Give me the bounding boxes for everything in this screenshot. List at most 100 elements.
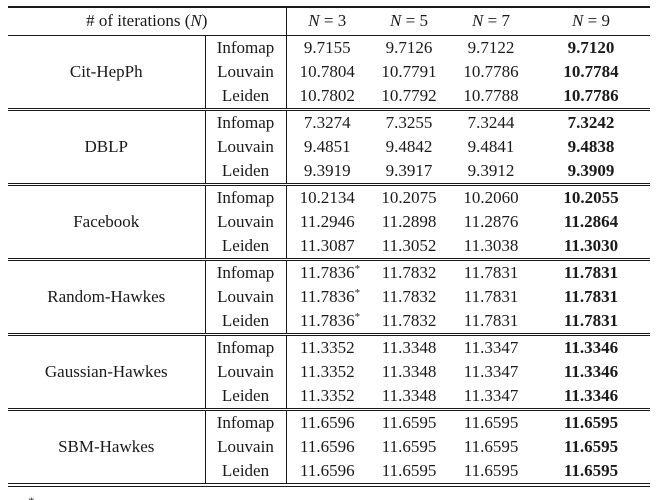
method-label: Infomap	[204, 184, 287, 210]
table-row: Louvain 11.7836* 11.7832 11.7831 11.7831	[8, 284, 650, 309]
value-cell: 11.7831	[463, 286, 519, 306]
value-cell-best: 11.3346	[563, 385, 619, 405]
value-cell: 11.7832	[381, 262, 437, 282]
value-cell-best: 11.7831	[563, 262, 619, 282]
value-cell: 11.3352	[285, 359, 369, 384]
value-cell-best: 7.3242	[567, 112, 615, 132]
method-label: Leiden	[204, 458, 287, 485]
value-cell: 11.6596	[285, 458, 369, 485]
value-cell: 11.6595	[463, 436, 519, 456]
table-row: Gaussian-Hawkes Infomap 11.3352 11.3348 …	[8, 334, 650, 381]
value-cell-best: 11.3346	[563, 337, 619, 357]
column-header-n9: N = 9	[532, 7, 650, 35]
iterations-header-text: # of iterations (	[86, 11, 191, 31]
value-cell-best: 11.7831	[563, 310, 619, 330]
block-random-hawkes: Random-Hawkes Infomap 11.7836* 11.7832 1…	[8, 259, 651, 334]
value-cell: 10.7804	[285, 59, 369, 84]
method-label: Leiden	[204, 83, 287, 109]
method-label: Leiden	[204, 233, 287, 259]
column-header-n3: N = 3	[285, 7, 369, 35]
value-cell-best: 11.3030	[563, 235, 619, 255]
footnote-asterisk-fragment: *	[28, 494, 35, 500]
value-cell: 11.6595	[381, 460, 437, 480]
iterations-header: # of iterations (N)	[8, 7, 286, 35]
value-cell: 11.3347	[463, 385, 519, 405]
value-cell: 11.2876	[463, 211, 519, 231]
value-cell: 10.7792	[381, 85, 437, 105]
value-cell: 11.7831	[463, 262, 519, 282]
method-label: Leiden	[204, 383, 287, 409]
header-var: N	[390, 11, 402, 31]
block-cit-hepph: Cit-HepPh Infomap 9.7155 9.7126 9.7122 9…	[8, 35, 651, 109]
table-row: DBLP Infomap 7.3274 7.3255 7.3244 7.3242	[8, 109, 650, 156]
method-label: Louvain	[204, 209, 287, 234]
value-cell: 11.7836*	[285, 308, 369, 334]
value-cell: 9.4841	[467, 136, 515, 156]
value-cell: 11.7832	[381, 286, 437, 306]
value-cell: 9.4842	[385, 136, 433, 156]
column-header-n5: N = 5	[368, 7, 450, 35]
value-cell: 11.3038	[463, 235, 519, 255]
dataset-label: Random-Hawkes	[47, 286, 166, 306]
dataset-label: DBLP	[84, 136, 128, 156]
table-row: Leiden 10.7802 10.7792 10.7788 10.7786	[8, 83, 650, 109]
value-cell: 10.7786	[463, 61, 519, 81]
value-cell-best: 10.7786	[563, 85, 619, 105]
value-cell: 9.7155	[285, 35, 369, 60]
value-cell: 11.7831	[463, 310, 519, 330]
header-row: # of iterations (N) N = 3 N = 5 N = 7 N …	[8, 7, 650, 35]
value-text: 11.7836	[299, 310, 355, 330]
value-cell: 11.6595	[381, 436, 437, 456]
header-var: N	[472, 11, 484, 31]
table-row: Leiden 11.3352 11.3348 11.3347 11.3346	[8, 383, 650, 409]
dataset-label: Gaussian-Hawkes	[44, 361, 168, 381]
value-cell: 9.7126	[385, 37, 433, 57]
table-row: Random-Hawkes Infomap 11.7836* 11.7832 1…	[8, 259, 650, 306]
value-cell-best: 11.2864	[563, 211, 619, 231]
value-cell-best: 11.6595	[563, 412, 619, 432]
header-eq: = 3	[319, 11, 347, 31]
value-cell: 11.3352	[285, 334, 369, 360]
value-cell: 9.7122	[467, 37, 515, 57]
value-text: 11.7836	[299, 286, 355, 306]
value-cell: 11.6595	[381, 412, 437, 432]
value-cell: 11.3347	[463, 361, 519, 381]
value-cell: 11.3352	[285, 383, 369, 409]
header-eq: = 5	[401, 11, 428, 31]
iterations-header-close: )	[201, 11, 208, 31]
value-text: 11.7836	[299, 262, 355, 282]
value-cell: 11.2946	[285, 209, 369, 234]
value-cell: 11.3348	[381, 337, 437, 357]
value-cell: 11.3052	[381, 235, 437, 255]
method-label: Louvain	[204, 134, 287, 159]
value-cell: 7.3274	[285, 109, 369, 135]
value-cell: 11.3347	[463, 337, 519, 357]
dataset-label: SBM-Hawkes	[58, 436, 155, 456]
table-row: Louvain 11.3352 11.3348 11.3347 11.3346	[8, 359, 650, 384]
block-gaussian-hawkes: Gaussian-Hawkes Infomap 11.3352 11.3348 …	[8, 334, 651, 409]
value-cell: 10.2075	[381, 187, 437, 207]
value-cell: 9.3919	[285, 158, 369, 184]
value-cell-best: 11.7831	[563, 286, 619, 306]
table-row: Louvain 10.7804 10.7791 10.7786 10.7784	[8, 59, 650, 84]
value-cell-best: 9.3909	[567, 160, 615, 180]
method-label: Louvain	[204, 59, 287, 84]
value-cell-best: 11.6595	[563, 436, 619, 456]
value-cell: 11.6596	[285, 434, 369, 459]
value-cell: 11.6595	[463, 412, 519, 432]
method-label: Infomap	[204, 334, 287, 360]
value-cell: 7.3255	[385, 112, 433, 132]
results-table: # of iterations (N) N = 3 N = 5 N = 7 N …	[8, 6, 651, 487]
value-cell: 10.2060	[463, 187, 519, 207]
value-cell: 7.3244	[467, 112, 515, 132]
block-facebook: Facebook Infomap 10.2134 10.2075 10.2060…	[8, 184, 651, 259]
header-var: N	[572, 11, 584, 31]
method-label: Infomap	[204, 109, 287, 135]
value-cell-best: 11.6595	[563, 460, 619, 480]
table-row: Facebook Infomap 10.2134 10.2075 10.2060…	[8, 184, 650, 231]
value-cell: 10.2134	[285, 184, 369, 210]
method-label: Leiden	[204, 158, 287, 184]
value-cell: 11.7836*	[285, 284, 369, 309]
value-cell: 10.7802	[285, 83, 369, 109]
